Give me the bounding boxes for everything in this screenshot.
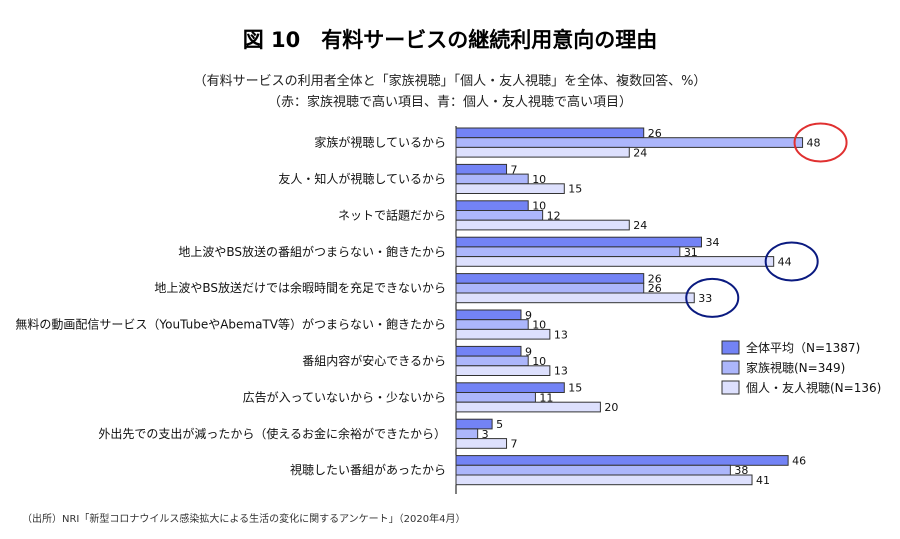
bar bbox=[455, 256, 775, 267]
bar bbox=[455, 474, 753, 486]
chart-subtitle-1: （有料サービスの利用者全体と「家族視聴」「個人・友人視聴」を全体、複数回答、%） bbox=[193, 74, 707, 89]
bar bbox=[455, 246, 681, 258]
data-label: 15 bbox=[568, 183, 582, 196]
bar bbox=[455, 309, 522, 321]
legend-label: 全体平均（N=1387) bbox=[746, 340, 860, 355]
data-label: 44 bbox=[778, 255, 792, 268]
chart-title: 図 10 有料サービスの継続利用意向の理由 bbox=[242, 28, 658, 52]
data-label: 5 bbox=[496, 418, 503, 431]
data-label: 34 bbox=[705, 236, 719, 249]
category-label: 番組内容が安心できるから bbox=[302, 353, 446, 368]
bar bbox=[455, 355, 529, 367]
data-label: 24 bbox=[633, 146, 647, 159]
bar bbox=[455, 273, 645, 284]
data-label: 33 bbox=[698, 292, 712, 305]
bar bbox=[455, 210, 544, 221]
data-label: 11 bbox=[539, 391, 553, 404]
data-label: 10 bbox=[532, 200, 546, 213]
bar bbox=[455, 428, 479, 440]
bar bbox=[455, 282, 645, 294]
data-label: 7 bbox=[511, 437, 518, 450]
data-label: 10 bbox=[532, 173, 546, 186]
bar bbox=[455, 173, 529, 185]
category-label: 無料の動画配信サービス（YouTubeやAbemaTV等）がつまらない・飽きたか… bbox=[15, 317, 446, 332]
bar bbox=[455, 365, 551, 376]
data-label: 26 bbox=[648, 127, 662, 140]
highlight-circle bbox=[764, 241, 819, 282]
data-label: 7 bbox=[511, 163, 518, 176]
bar bbox=[455, 438, 508, 449]
bar bbox=[455, 137, 804, 148]
category-label: 外出先での支出が減ったから（使えるお金に余裕ができたから） bbox=[98, 426, 446, 441]
category-label: 友人・知人が視聴しているから bbox=[278, 171, 446, 186]
bar bbox=[455, 146, 630, 158]
bar bbox=[455, 127, 645, 139]
bar bbox=[455, 345, 522, 357]
bar bbox=[455, 292, 695, 304]
data-label: 46 bbox=[792, 454, 806, 467]
legend-label: 家族視聴(N=349) bbox=[746, 360, 845, 375]
source-note: （出所）NRI「新型コロナウイルス感染拡大による生活の変化に関するアンケート」（… bbox=[22, 514, 466, 525]
legend-swatch bbox=[721, 380, 740, 395]
data-label: 26 bbox=[648, 272, 662, 285]
data-label: 3 bbox=[482, 428, 489, 441]
bar bbox=[455, 464, 731, 476]
data-label: 9 bbox=[525, 309, 532, 322]
data-label: 38 bbox=[734, 464, 748, 477]
category-label: 視聴したい番組があったから bbox=[290, 462, 446, 477]
data-label: 15 bbox=[568, 382, 582, 395]
bar bbox=[455, 200, 529, 212]
bar bbox=[455, 328, 551, 340]
data-label: 10 bbox=[532, 319, 546, 332]
category-label: 広告が入っていないから・少ないから bbox=[243, 389, 446, 404]
chart-subtitle-2: （赤：家族視聴で高い項目、青：個人・友人視聴で高い項目） bbox=[267, 95, 632, 110]
data-label: 9 bbox=[525, 345, 532, 358]
data-label: 48 bbox=[807, 137, 821, 150]
category-label: 家族が視聴しているから bbox=[314, 135, 446, 150]
data-label: 24 bbox=[633, 219, 647, 232]
bar bbox=[455, 163, 508, 175]
legend-swatch bbox=[721, 340, 740, 355]
data-label: 26 bbox=[648, 282, 662, 295]
highlight-circle bbox=[793, 122, 848, 163]
category-label: 地上波やBS放送の番組がつまらない・飽きたから bbox=[178, 244, 446, 259]
legend-swatch bbox=[721, 360, 740, 375]
highlight-circle bbox=[685, 277, 740, 318]
bar bbox=[455, 219, 630, 231]
bar bbox=[455, 319, 529, 330]
data-label: 41 bbox=[756, 474, 770, 487]
category-label: ネットで話題だから bbox=[338, 207, 446, 222]
data-label: 13 bbox=[554, 365, 568, 378]
bar bbox=[455, 183, 565, 195]
category-label: 地上波やBS放送だけでは余暇時間を充足できないから bbox=[154, 280, 446, 295]
bar bbox=[455, 401, 601, 413]
legend-label: 個人・友人視聴(N=136) bbox=[746, 380, 881, 395]
bar bbox=[455, 236, 702, 248]
data-label: 12 bbox=[547, 209, 561, 222]
data-label: 13 bbox=[554, 328, 568, 341]
bar bbox=[455, 392, 536, 403]
data-label: 31 bbox=[684, 246, 698, 259]
data-label: 20 bbox=[604, 401, 618, 414]
data-label: 10 bbox=[532, 355, 546, 368]
